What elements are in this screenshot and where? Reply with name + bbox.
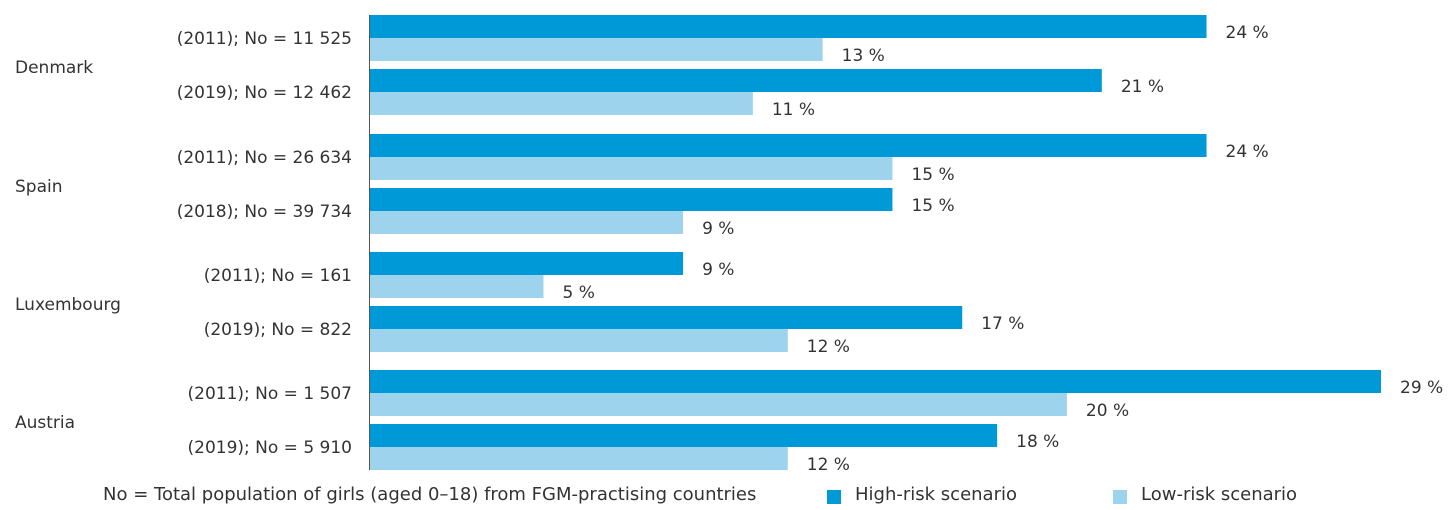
country-label: Austria — [15, 413, 75, 433]
bar-low — [369, 92, 753, 115]
bar-high — [369, 252, 683, 275]
data-label-low: 12 % — [807, 337, 850, 357]
bar-high — [369, 370, 1381, 393]
bar-low — [369, 157, 892, 180]
country-label: Spain — [15, 177, 63, 197]
data-label-low: 9 % — [702, 219, 734, 239]
data-label-low: 15 % — [911, 165, 954, 185]
bar-chart: Denmark (2011); No = 11 525 24 % 13 % (2019)… — [0, 0, 1448, 484]
bar-low — [369, 38, 823, 61]
bar-low — [369, 275, 543, 298]
data-label-low: 5 % — [562, 283, 594, 303]
bar-low — [369, 393, 1067, 416]
data-label-low: 11 % — [772, 100, 815, 120]
data-label-high: 18 % — [1016, 432, 1059, 452]
row-label: (2011); No = 1 507 — [188, 384, 353, 404]
legend: No = Total population of girls (aged 0–1… — [0, 484, 1448, 510]
data-label-low: 12 % — [807, 455, 850, 475]
data-label-high: 17 % — [981, 314, 1024, 334]
bar-high — [369, 306, 962, 329]
country-label: Luxembourg — [15, 295, 121, 315]
row-label: (2011); No = 11 525 — [177, 29, 352, 49]
legend-label-high: High-risk scenario — [855, 484, 1017, 505]
row-label: (2019); No = 12 462 — [177, 83, 352, 103]
data-label-low: 13 % — [842, 46, 885, 66]
row-label: (2011); No = 26 634 — [177, 148, 352, 168]
legend-label-low: Low-risk scenario — [1141, 484, 1297, 505]
bar-high — [369, 188, 892, 211]
data-label-high: 29 % — [1400, 378, 1443, 398]
bar-low — [369, 211, 683, 234]
country-label: Denmark — [15, 58, 93, 78]
data-label-high: 24 % — [1226, 23, 1269, 43]
row-label: (2019); No = 5 910 — [188, 438, 353, 458]
data-label-low: 20 % — [1086, 401, 1129, 421]
bar-low — [369, 447, 788, 470]
row-label: (2011); No = 161 — [204, 266, 352, 286]
bar-low — [369, 329, 788, 352]
bar-high — [369, 15, 1207, 38]
bar-high — [369, 134, 1207, 157]
bar-high — [369, 424, 997, 447]
data-label-high: 9 % — [702, 260, 734, 280]
data-label-high: 15 % — [911, 196, 954, 216]
data-label-high: 24 % — [1226, 142, 1269, 162]
legend-swatch-low — [1113, 490, 1127, 504]
row-label: (2019); No = 822 — [204, 320, 352, 340]
legend-swatch-high — [827, 490, 841, 504]
data-label-high: 21 % — [1121, 77, 1164, 97]
row-label: (2018); No = 39 734 — [177, 202, 352, 222]
footnote: No = Total population of girls (aged 0–1… — [103, 484, 756, 505]
bar-high — [369, 69, 1102, 92]
